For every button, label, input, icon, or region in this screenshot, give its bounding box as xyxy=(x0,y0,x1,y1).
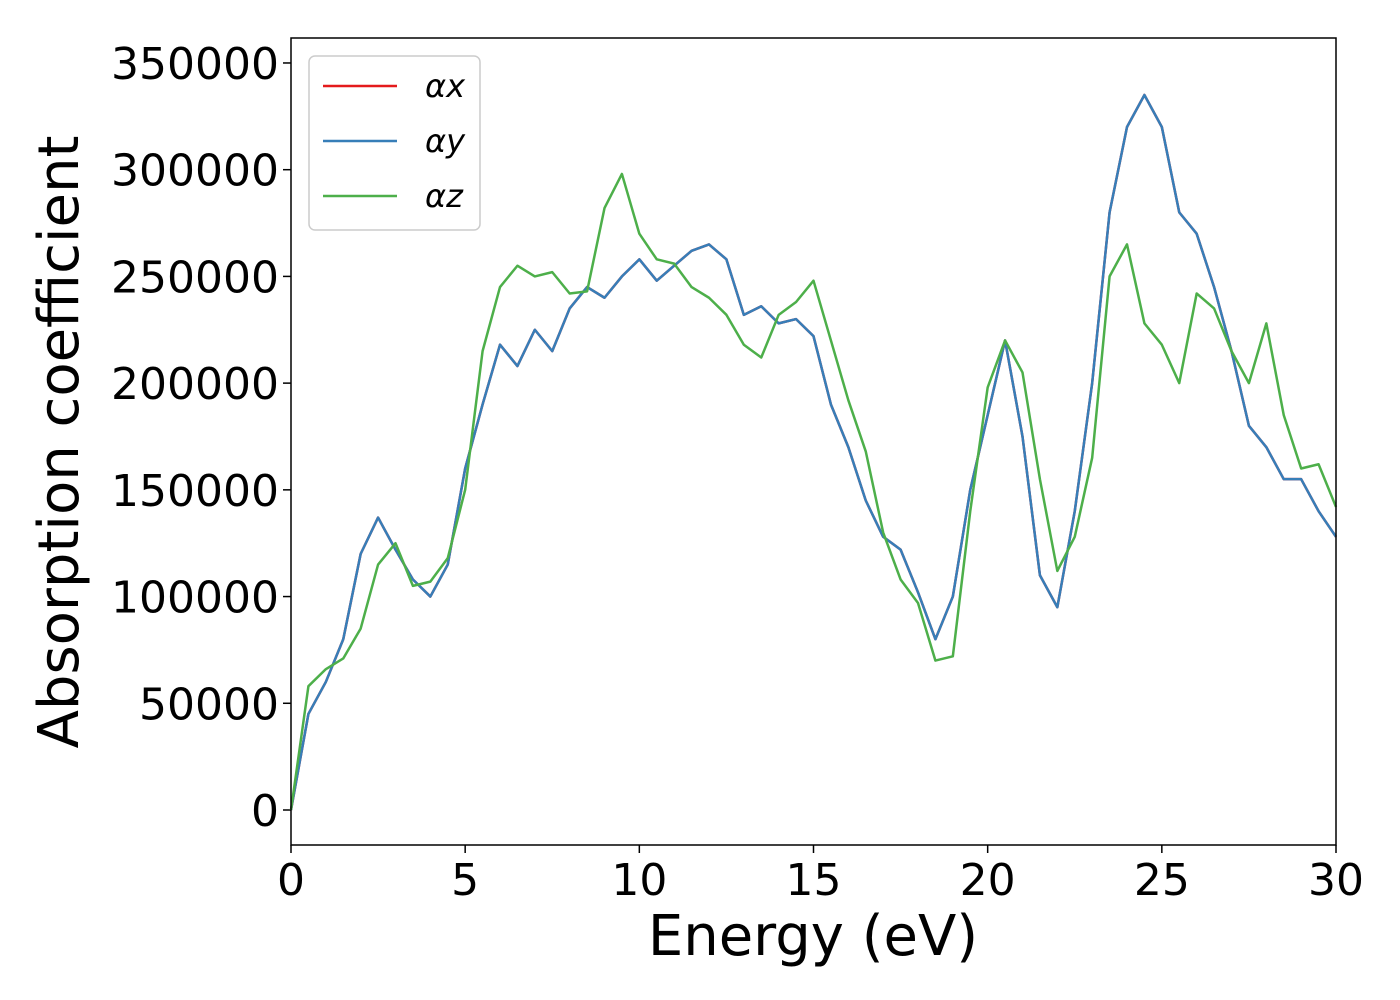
x-tick-label: 0 xyxy=(277,855,305,906)
legend-label: αx xyxy=(425,67,466,105)
y-tick-label: 50000 xyxy=(139,679,279,730)
y-tick-label: 150000 xyxy=(111,466,279,517)
x-tick-label: 15 xyxy=(786,855,842,906)
y-tick-label: 300000 xyxy=(111,146,279,197)
y-tick-label: 200000 xyxy=(111,359,279,410)
series-line xyxy=(289,172,1338,811)
x-axis-label: Energy (eV) xyxy=(648,904,978,969)
x-tick-label: 20 xyxy=(960,855,1016,906)
plot-frame xyxy=(290,37,1337,846)
y-axis-label: Absorption coefficient xyxy=(27,136,92,749)
legend-box xyxy=(308,55,481,231)
y-tick-label: 350000 xyxy=(111,39,279,90)
legend-label: αy xyxy=(425,122,466,160)
x-tick-label: 25 xyxy=(1134,855,1190,906)
legend-label: αz xyxy=(425,177,464,215)
x-tick-label: 5 xyxy=(451,855,479,906)
x-tick-label: 30 xyxy=(1308,855,1364,906)
y-tick-label: 250000 xyxy=(111,252,279,303)
y-tick-label: 0 xyxy=(251,786,279,837)
y-tick-label: 100000 xyxy=(111,573,279,624)
series-line xyxy=(289,93,1338,811)
x-tick-label: 10 xyxy=(611,855,667,906)
